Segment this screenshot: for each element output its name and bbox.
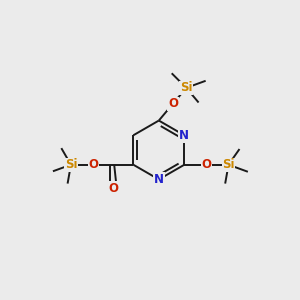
Text: O: O (201, 158, 212, 171)
Text: N: N (179, 129, 189, 142)
Text: O: O (108, 182, 118, 195)
Text: Si: Si (65, 158, 77, 171)
Text: Si: Si (222, 158, 235, 171)
Text: O: O (88, 158, 99, 171)
Text: Si: Si (180, 81, 193, 94)
Text: O: O (168, 97, 178, 110)
Text: N: N (154, 173, 164, 186)
